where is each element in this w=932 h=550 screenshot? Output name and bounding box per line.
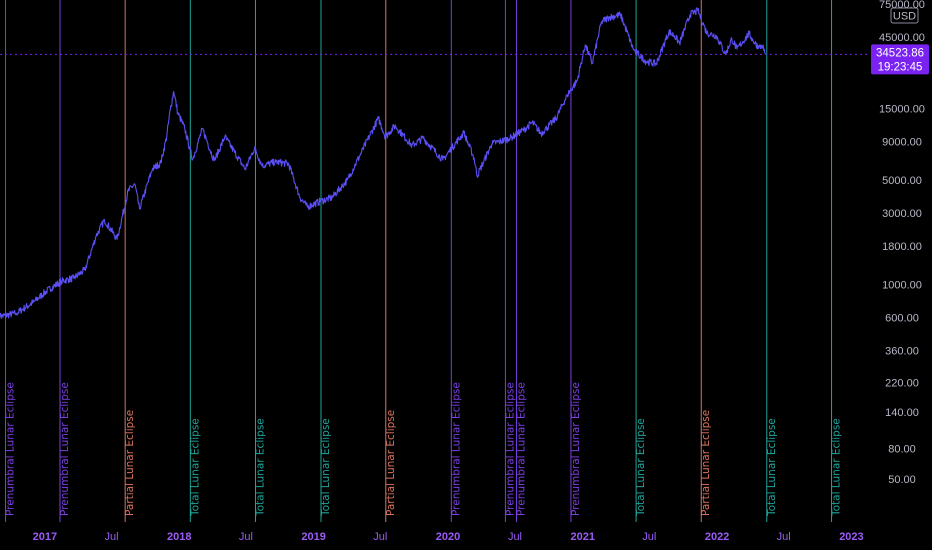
- x-tick-month-label: Jul: [777, 531, 791, 543]
- y-axis[interactable]: 75000.00 45000.00 15000.00 9000.00 5000.00 30…: [879, 0, 925, 486]
- y-tick-label: 360.00: [885, 346, 919, 358]
- y-tick-label: 1800.00: [882, 241, 922, 253]
- x-tick-year-label: 2023: [839, 531, 863, 543]
- eclipse-events: Prenumbral Lunar Eclipse Prenumbral Lunar…: [5, 0, 843, 522]
- x-tick-year-label: 2019: [301, 531, 325, 543]
- y-tick-label: 5000.00: [882, 175, 922, 187]
- x-tick-month-label: Jul: [642, 531, 656, 543]
- y-tick-label: 15000.00: [879, 103, 925, 115]
- y-tick-label: 600.00: [885, 312, 919, 324]
- currency-badge-border: [890, 7, 919, 24]
- x-tick-year-label: 2017: [33, 531, 57, 543]
- y-tick-label: 1000.00: [882, 279, 922, 291]
- eclipse-label: Total Lunar Eclipse: [254, 418, 266, 517]
- y-tick-label: 9000.00: [882, 137, 922, 149]
- eclipse-label: Total Lunar Eclipse: [189, 418, 201, 517]
- currency-label: USD: [893, 11, 916, 23]
- x-tick-year-label: 2022: [705, 531, 729, 543]
- currency-badge[interactable]: USD: [890, 7, 919, 24]
- y-tick-label: 75000.00: [879, 0, 925, 11]
- eclipse-label: Partial Lunar Eclipse: [124, 410, 136, 516]
- current-price-value: 34523.86: [876, 47, 924, 59]
- x-tick-month-label: Jul: [508, 531, 522, 543]
- x-tick-year-label: 2018: [167, 531, 191, 543]
- eclipse-label: Prenumbral Lunar Eclipse: [450, 382, 462, 516]
- eclipse-label: Total Lunar Eclipse: [320, 418, 332, 517]
- bar-countdown: 19:23:45: [878, 61, 923, 73]
- y-tick-label: 50.00: [888, 474, 916, 486]
- eclipse-label: Prenumbral Lunar Eclipse: [515, 382, 527, 516]
- eclipse-label: Total Lunar Eclipse: [635, 418, 647, 517]
- eclipse-label: Prenumbral Lunar Eclipse: [570, 382, 582, 516]
- current-price-tag: 34523.86 19:23:45: [871, 44, 929, 75]
- x-tick-month-label: Jul: [105, 531, 119, 543]
- y-tick-label: 3000.00: [882, 208, 922, 220]
- eclipse-label: Prenumbral Lunar Eclipse: [59, 382, 71, 516]
- eclipse-label: Prenumbral Lunar Eclipse: [504, 382, 516, 516]
- x-tick-year-label: 2021: [570, 531, 594, 543]
- eclipse-label: Prenumbral Lunar Eclipse: [5, 382, 17, 516]
- y-tick-label: 140.00: [885, 407, 919, 419]
- x-tick-month-label: Jul: [373, 531, 387, 543]
- x-tick-year-label: 2020: [436, 531, 460, 543]
- y-tick-label: 45000.00: [879, 32, 925, 44]
- eclipse-label: Total Lunar Eclipse: [766, 418, 778, 517]
- eclipse-label: Total Lunar Eclipse: [831, 418, 843, 517]
- current-price-tag-background: [871, 44, 929, 75]
- y-tick-label: 80.00: [888, 443, 916, 455]
- x-axis[interactable]: 2017 Jul 2018 Jul 2019 Jul 2020 Jul 2021 Jul 2022 J…: [33, 531, 864, 543]
- y-tick-label: 220.00: [885, 378, 919, 390]
- eclipse-label: Partial Lunar Eclipse: [700, 410, 712, 516]
- x-tick-month-label: Jul: [239, 531, 253, 543]
- eclipse-label: Partial Lunar Eclipse: [385, 410, 397, 516]
